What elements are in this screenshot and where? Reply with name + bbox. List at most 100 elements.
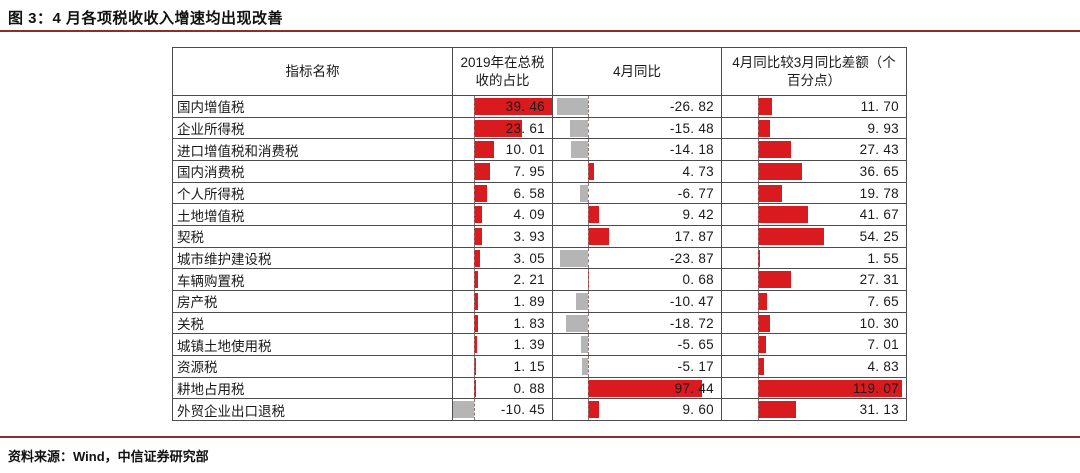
bar-axis-line <box>758 356 759 377</box>
bar-axis-line <box>758 139 759 161</box>
bar-axis-line <box>588 312 589 334</box>
positive-data-bar <box>758 119 770 137</box>
tax-revenue-table: 指标名称 2019年在总税收的占比 4月同比 4月同比较3月同比差额（个百分点）… <box>172 47 907 422</box>
value-label: 39. 46 <box>505 98 545 114</box>
value-label: -6. 77 <box>677 185 714 201</box>
diff-bar-cell: 10. 30 <box>722 312 907 335</box>
table-row: 个人所得税 6. 58 -6. 77 19. 78 <box>173 182 907 205</box>
diff-bar-cell: 31. 13 <box>722 399 907 422</box>
header-indicator-name: 指标名称 <box>173 48 453 96</box>
indicator-name-cell: 国内消费税 <box>173 161 453 183</box>
table-row: 城市维护建设税 3. 05 -23. 87 1. 55 <box>173 247 907 270</box>
share-bar-cell: 1. 15 <box>453 356 553 378</box>
indicator-name-cell: 契税 <box>173 226 453 248</box>
table-row: 车辆购置税 2. 21 0. 68 27. 31 <box>173 269 907 292</box>
bar-axis-line <box>474 334 475 356</box>
diff-bar-cell: 41. 67 <box>722 204 907 227</box>
indicator-name-cell: 进口增值税和消费税 <box>173 139 453 162</box>
indicator-name-cell: 国内增值税 <box>173 96 453 118</box>
indicator-name-cell: 耕地占用税 <box>173 377 453 400</box>
share-bar-cell: 0. 88 <box>453 377 553 400</box>
share-bar-cell: 1. 39 <box>453 334 553 357</box>
bar-axis-line <box>758 226 759 247</box>
bar-axis-line <box>588 269 589 291</box>
indicator-name-cell: 企业所得税 <box>173 117 453 140</box>
bar-axis-line <box>474 399 475 421</box>
positive-data-bar <box>758 271 792 289</box>
table-row: 国内增值税 39. 46 -26. 82 11. 70 <box>173 96 907 118</box>
value-label: 7. 65 <box>867 293 899 309</box>
april-yoy-bar-cell: -26. 82 <box>553 96 722 118</box>
bar-axis-line <box>588 96 589 117</box>
share-bar-cell: 3. 93 <box>453 226 553 248</box>
value-label: -26. 82 <box>669 98 714 114</box>
negative-data-bar <box>571 141 588 159</box>
positive-data-bar <box>474 163 491 181</box>
table-row: 房产税 1. 89 -10. 47 7. 65 <box>173 291 907 313</box>
indicator-name-cell: 房产税 <box>173 291 453 313</box>
diff-bar-cell: 54. 25 <box>722 226 907 248</box>
april-yoy-bar-cell: 17. 87 <box>553 226 722 248</box>
value-label: 1. 83 <box>513 315 545 331</box>
share-bar-cell: 1. 89 <box>453 291 553 313</box>
share-bar-cell: 23. 61 <box>453 117 553 140</box>
april-yoy-bar-cell: -6. 77 <box>553 182 722 205</box>
table-header-row: 指标名称 2019年在总税收的占比 4月同比 4月同比较3月同比差额（个百分点） <box>173 48 907 96</box>
header-diff-vs-march: 4月同比较3月同比差额（个百分点） <box>722 48 907 96</box>
april-yoy-bar-cell: -10. 47 <box>553 291 722 313</box>
negative-data-bar <box>566 314 588 332</box>
value-label: -10. 47 <box>669 293 714 309</box>
share-bar-cell: -10. 45 <box>453 399 553 422</box>
negative-data-bar <box>453 401 475 419</box>
positive-data-bar <box>758 228 824 246</box>
value-label: 7. 95 <box>513 163 545 179</box>
value-label: 10. 30 <box>859 315 899 331</box>
bar-axis-line <box>474 139 475 161</box>
bar-axis-line <box>474 204 475 226</box>
positive-data-bar <box>474 119 522 137</box>
value-label: 23. 61 <box>505 120 545 136</box>
positive-data-bar <box>758 141 792 159</box>
positive-data-bar <box>588 206 599 224</box>
bar-axis-line <box>588 356 589 377</box>
negative-data-bar <box>575 293 588 311</box>
bar-axis-line <box>588 226 589 247</box>
april-yoy-bar-cell: -15. 48 <box>553 117 722 140</box>
bar-axis-line <box>758 312 759 334</box>
table-row: 土地增值税 4. 09 9. 42 41. 67 <box>173 204 907 227</box>
value-label: 4. 09 <box>513 207 545 223</box>
value-label: 0. 88 <box>513 380 545 396</box>
negative-data-bar <box>581 358 588 376</box>
value-label: 54. 25 <box>859 228 899 244</box>
bar-axis-line <box>758 377 759 399</box>
bar-axis-line <box>758 247 759 269</box>
bar-axis-line <box>588 204 589 226</box>
bar-axis-line <box>758 117 759 139</box>
value-label: -5. 65 <box>677 337 714 353</box>
bar-axis-line <box>588 139 589 161</box>
value-label: 11. 70 <box>860 98 899 114</box>
indicator-name-cell: 关税 <box>173 312 453 335</box>
value-label: 97. 44 <box>674 380 714 396</box>
header-share-2019: 2019年在总税收的占比 <box>453 48 553 96</box>
value-label: 1. 55 <box>867 250 899 266</box>
value-label: 10. 01 <box>505 142 545 158</box>
bar-axis-line <box>474 356 475 377</box>
negative-data-bar <box>581 336 588 354</box>
bar-axis-line <box>588 291 589 312</box>
diff-bar-cell: 119. 07 <box>722 377 907 400</box>
april-yoy-bar-cell: 0. 68 <box>553 269 722 292</box>
april-yoy-bar-cell: -18. 72 <box>553 312 722 335</box>
positive-data-bar <box>758 314 771 332</box>
value-label: 0. 68 <box>682 272 714 288</box>
value-label: -5. 17 <box>677 358 714 374</box>
positive-data-bar <box>758 401 796 419</box>
positive-data-bar <box>474 206 483 224</box>
positive-data-bar <box>474 271 479 289</box>
positive-data-bar <box>474 358 477 376</box>
positive-data-bar <box>474 141 495 159</box>
bar-axis-line <box>758 96 759 117</box>
indicator-name-cell: 土地增值税 <box>173 204 453 227</box>
positive-data-bar <box>758 379 903 397</box>
value-label: 119. 07 <box>852 380 899 396</box>
